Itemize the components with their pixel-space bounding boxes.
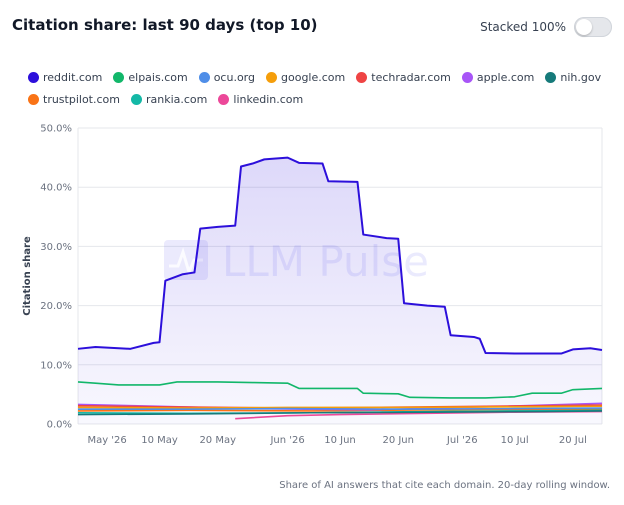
stacked-toggle-label: Stacked 100% <box>480 20 566 34</box>
series-line-nih-gov[interactable] <box>77 410 603 416</box>
chart-title: Citation share: last 90 days (top 10) <box>12 16 318 34</box>
legend-swatch <box>28 71 39 83</box>
legend-item-linkedin[interactable]: linkedin.com <box>218 93 303 106</box>
chart-legend: reddit.com elpais.com ocu.org google.com… <box>28 66 608 110</box>
y-tick-label: 0.0% <box>47 420 72 431</box>
series-line-google-com[interactable] <box>77 405 603 409</box>
legend-label: google.com <box>281 70 346 84</box>
legend-item-rankia[interactable]: rankia.com <box>130 92 208 106</box>
y-tick-label: 20.0% <box>40 301 72 312</box>
y-tick-label: 40.0% <box>40 183 72 194</box>
line-chart[interactable]: 0.0% 10.0% 20.0% 30.0% 40.0% 50.0% May '26 10 M… <box>0 0 624 470</box>
x-tick-label: 10 May <box>141 435 178 446</box>
legend-row-2: trustpilot.com rankia.com linkedin.com <box>28 88 608 110</box>
legend-swatch <box>198 71 210 83</box>
toggle-knob <box>576 19 592 35</box>
legend-label: apple.com <box>476 70 535 84</box>
legend-item-ocu[interactable]: ocu.org <box>198 70 255 84</box>
stacked-toggle-switch[interactable] <box>574 17 612 37</box>
legend-row-1: reddit.com elpais.com ocu.org google.com… <box>28 66 608 88</box>
x-tick-label: 20 May <box>199 435 236 446</box>
legend-swatch <box>218 93 230 105</box>
x-tick-label: 20 Jul <box>559 435 587 446</box>
legend-label: reddit.com <box>43 70 103 84</box>
legend-label: trustpilot.com <box>43 92 120 106</box>
legend-label: rankia.com <box>145 92 208 106</box>
x-tick-label: Jun '26 <box>269 435 304 446</box>
y-tick-label: 50.0% <box>40 124 72 135</box>
x-tick-label: 10 Jun <box>324 435 356 446</box>
legend-swatch <box>356 71 368 83</box>
series-line-elpais-com[interactable] <box>77 381 603 399</box>
x-tick-label: 10 Jul <box>501 435 529 446</box>
stacked-toggle-control[interactable]: Stacked 100% <box>480 14 612 40</box>
legend-label: ocu.org <box>213 70 255 84</box>
x-tick-label: May '26 <box>87 435 126 446</box>
chart-header: Citation share: last 90 days (top 10) St… <box>12 14 612 42</box>
series-area-reddit-com <box>78 157 602 424</box>
y-tick-label: 10.0% <box>40 360 72 371</box>
legend-item-apple[interactable]: apple.com <box>461 70 535 84</box>
legend-label: elpais.com <box>128 70 188 84</box>
chart-footnote: Share of AI answers that cite each domai… <box>279 480 610 491</box>
legend-item-reddit[interactable]: reddit.com <box>28 71 102 84</box>
legend-swatch <box>545 71 557 83</box>
legend-item-google[interactable]: google.com <box>266 71 345 84</box>
legend-item-trustpilot[interactable]: trustpilot.com <box>28 93 120 106</box>
legend-swatch <box>113 71 125 83</box>
x-tick-label: 20 Jun <box>382 435 414 446</box>
legend-swatch <box>461 71 473 83</box>
legend-label: linkedin.com <box>233 92 304 106</box>
legend-swatch <box>130 93 142 105</box>
legend-swatch <box>28 93 39 105</box>
legend-swatch <box>266 71 277 83</box>
y-tick-label: 30.0% <box>40 242 72 253</box>
legend-item-elpais[interactable]: elpais.com <box>113 70 188 84</box>
x-tick-label: Jul '26 <box>446 435 478 446</box>
series-line-ocu-org[interactable] <box>78 407 603 411</box>
legend-item-techradar[interactable]: techradar.com <box>356 71 451 84</box>
legend-label: nih.gov <box>560 70 602 84</box>
series-line-reddit-com[interactable] <box>77 156 603 355</box>
legend-label: techradar.com <box>371 70 451 84</box>
legend-item-nih[interactable]: nih.gov <box>545 71 601 84</box>
y-axis-title: Citation share <box>22 236 33 316</box>
